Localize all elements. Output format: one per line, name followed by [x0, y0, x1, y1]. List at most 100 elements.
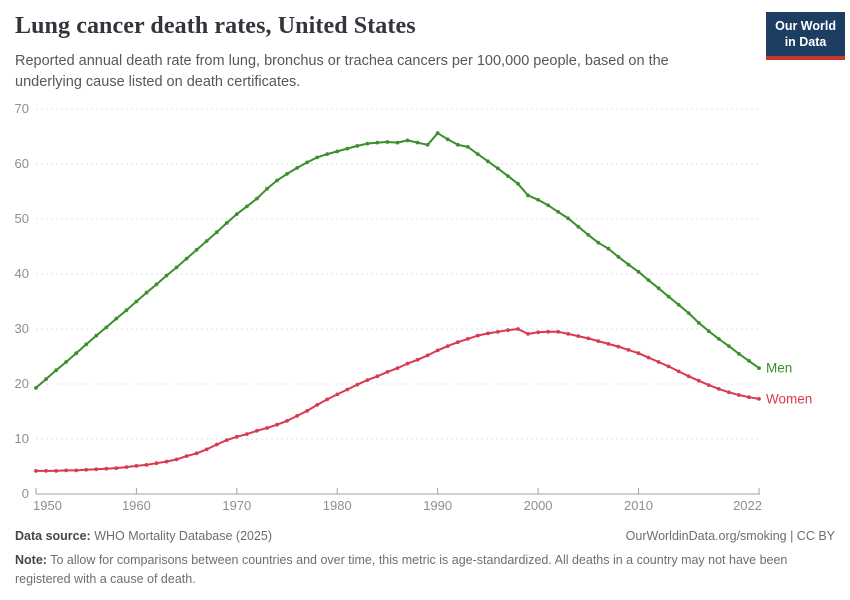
men-data-point[interactable] [556, 210, 561, 214]
men-data-point[interactable] [54, 368, 58, 373]
women-data-point[interactable] [465, 337, 470, 341]
men-data-point[interactable] [365, 141, 370, 146]
women-data-point[interactable] [245, 432, 249, 436]
men-data-point[interactable] [285, 172, 289, 176]
men-data-point[interactable] [184, 256, 189, 261]
women-data-point[interactable] [305, 409, 309, 413]
women-data-point[interactable] [285, 419, 289, 423]
women-line[interactable] [35, 328, 760, 472]
women-data-point[interactable] [616, 344, 621, 349]
women-data-point[interactable] [596, 339, 601, 343]
men-data-point[interactable] [656, 286, 661, 291]
women-data-point[interactable] [54, 469, 58, 473]
men-data-point[interactable] [34, 386, 38, 390]
men-data-point[interactable] [475, 152, 480, 157]
men-data-point[interactable] [626, 262, 631, 267]
women-data-point[interactable] [445, 344, 450, 348]
women-data-point[interactable] [335, 392, 340, 397]
women-data-point[interactable] [686, 374, 691, 379]
men-data-point[interactable] [465, 145, 470, 149]
men-data-point[interactable] [104, 325, 109, 330]
men-series[interactable]: Men [34, 131, 792, 390]
women-data-point[interactable] [516, 327, 520, 331]
women-data-point[interactable] [737, 393, 741, 397]
men-data-point[interactable] [526, 193, 530, 198]
women-data-point[interactable] [636, 351, 641, 356]
men-data-point[interactable] [154, 282, 159, 287]
men-data-point[interactable] [74, 351, 79, 356]
women-data-point[interactable] [255, 428, 259, 433]
women-data-point[interactable] [666, 364, 671, 369]
men-data-point[interactable] [44, 377, 48, 381]
men-data-point[interactable] [506, 174, 510, 179]
women-data-point[interactable] [345, 387, 350, 392]
men-data-point[interactable] [94, 333, 99, 338]
owid-logo[interactable]: Our World in Data [766, 12, 845, 60]
women-data-point[interactable] [757, 397, 761, 401]
men-data-point[interactable] [646, 278, 651, 282]
women-data-point[interactable] [656, 360, 661, 364]
women-data-point[interactable] [224, 438, 229, 442]
women-data-point[interactable] [556, 329, 561, 334]
men-data-point[interactable] [606, 246, 611, 251]
men-data-point[interactable] [586, 233, 591, 237]
men-data-point[interactable] [596, 240, 601, 245]
men-data-point[interactable] [727, 344, 731, 348]
women-data-point[interactable] [385, 370, 390, 374]
men-data-point[interactable] [265, 186, 269, 191]
men-data-point[interactable] [124, 308, 129, 313]
men-data-point[interactable] [616, 255, 621, 259]
men-data-point[interactable] [325, 152, 330, 157]
women-data-point[interactable] [204, 447, 209, 452]
women-data-point[interactable] [536, 330, 540, 335]
men-data-point[interactable] [255, 196, 259, 201]
men-data-point[interactable] [516, 181, 520, 186]
women-data-point[interactable] [646, 355, 651, 360]
women-data-point[interactable] [526, 332, 530, 336]
women-data-point[interactable] [234, 434, 239, 439]
men-data-point[interactable] [686, 311, 691, 315]
women-data-point[interactable] [706, 383, 711, 387]
men-data-point[interactable] [757, 366, 761, 370]
men-data-point[interactable] [275, 178, 279, 183]
women-data-point[interactable] [134, 464, 139, 468]
men-data-point[interactable] [636, 269, 641, 274]
men-data-point[interactable] [566, 216, 571, 221]
women-data-point[interactable] [375, 374, 380, 379]
women-data-point[interactable] [315, 403, 320, 407]
women-data-point[interactable] [104, 466, 109, 471]
women-data-point[interactable] [455, 340, 460, 345]
women-data-point[interactable] [425, 353, 430, 358]
women-data-point[interactable] [506, 328, 510, 332]
women-data-point[interactable] [365, 378, 370, 382]
women-data-point[interactable] [435, 348, 440, 353]
men-data-point[interactable] [696, 321, 701, 325]
men-data-point[interactable] [315, 155, 320, 160]
women-data-point[interactable] [154, 461, 159, 466]
men-data-point[interactable] [335, 149, 340, 154]
men-data-point[interactable] [134, 299, 139, 304]
men-data-point[interactable] [84, 342, 89, 347]
men-data-point[interactable] [425, 142, 430, 147]
women-data-point[interactable] [124, 465, 129, 469]
men-data-point[interactable] [174, 265, 179, 270]
women-data-point[interactable] [676, 369, 681, 374]
women-data-point[interactable] [74, 468, 79, 473]
men-data-point[interactable] [445, 137, 450, 142]
women-data-point[interactable] [164, 459, 169, 464]
women-data-point[interactable] [586, 336, 591, 341]
women-data-point[interactable] [184, 454, 189, 458]
men-data-point[interactable] [716, 337, 721, 341]
men-data-point[interactable] [224, 221, 229, 225]
women-data-point[interactable] [34, 469, 38, 473]
men-data-point[interactable] [737, 351, 741, 356]
men-data-point[interactable] [395, 140, 400, 145]
men-data-point[interactable] [144, 290, 149, 295]
women-data-point[interactable] [295, 414, 299, 418]
women-data-point[interactable] [64, 468, 68, 473]
owid-cc-link[interactable]: OurWorldinData.org/smoking | CC BY [625, 529, 835, 543]
men-data-point[interactable] [486, 159, 490, 164]
men-data-point[interactable] [455, 142, 460, 147]
men-data-point[interactable] [747, 359, 751, 363]
women-data-point[interactable] [275, 422, 279, 427]
